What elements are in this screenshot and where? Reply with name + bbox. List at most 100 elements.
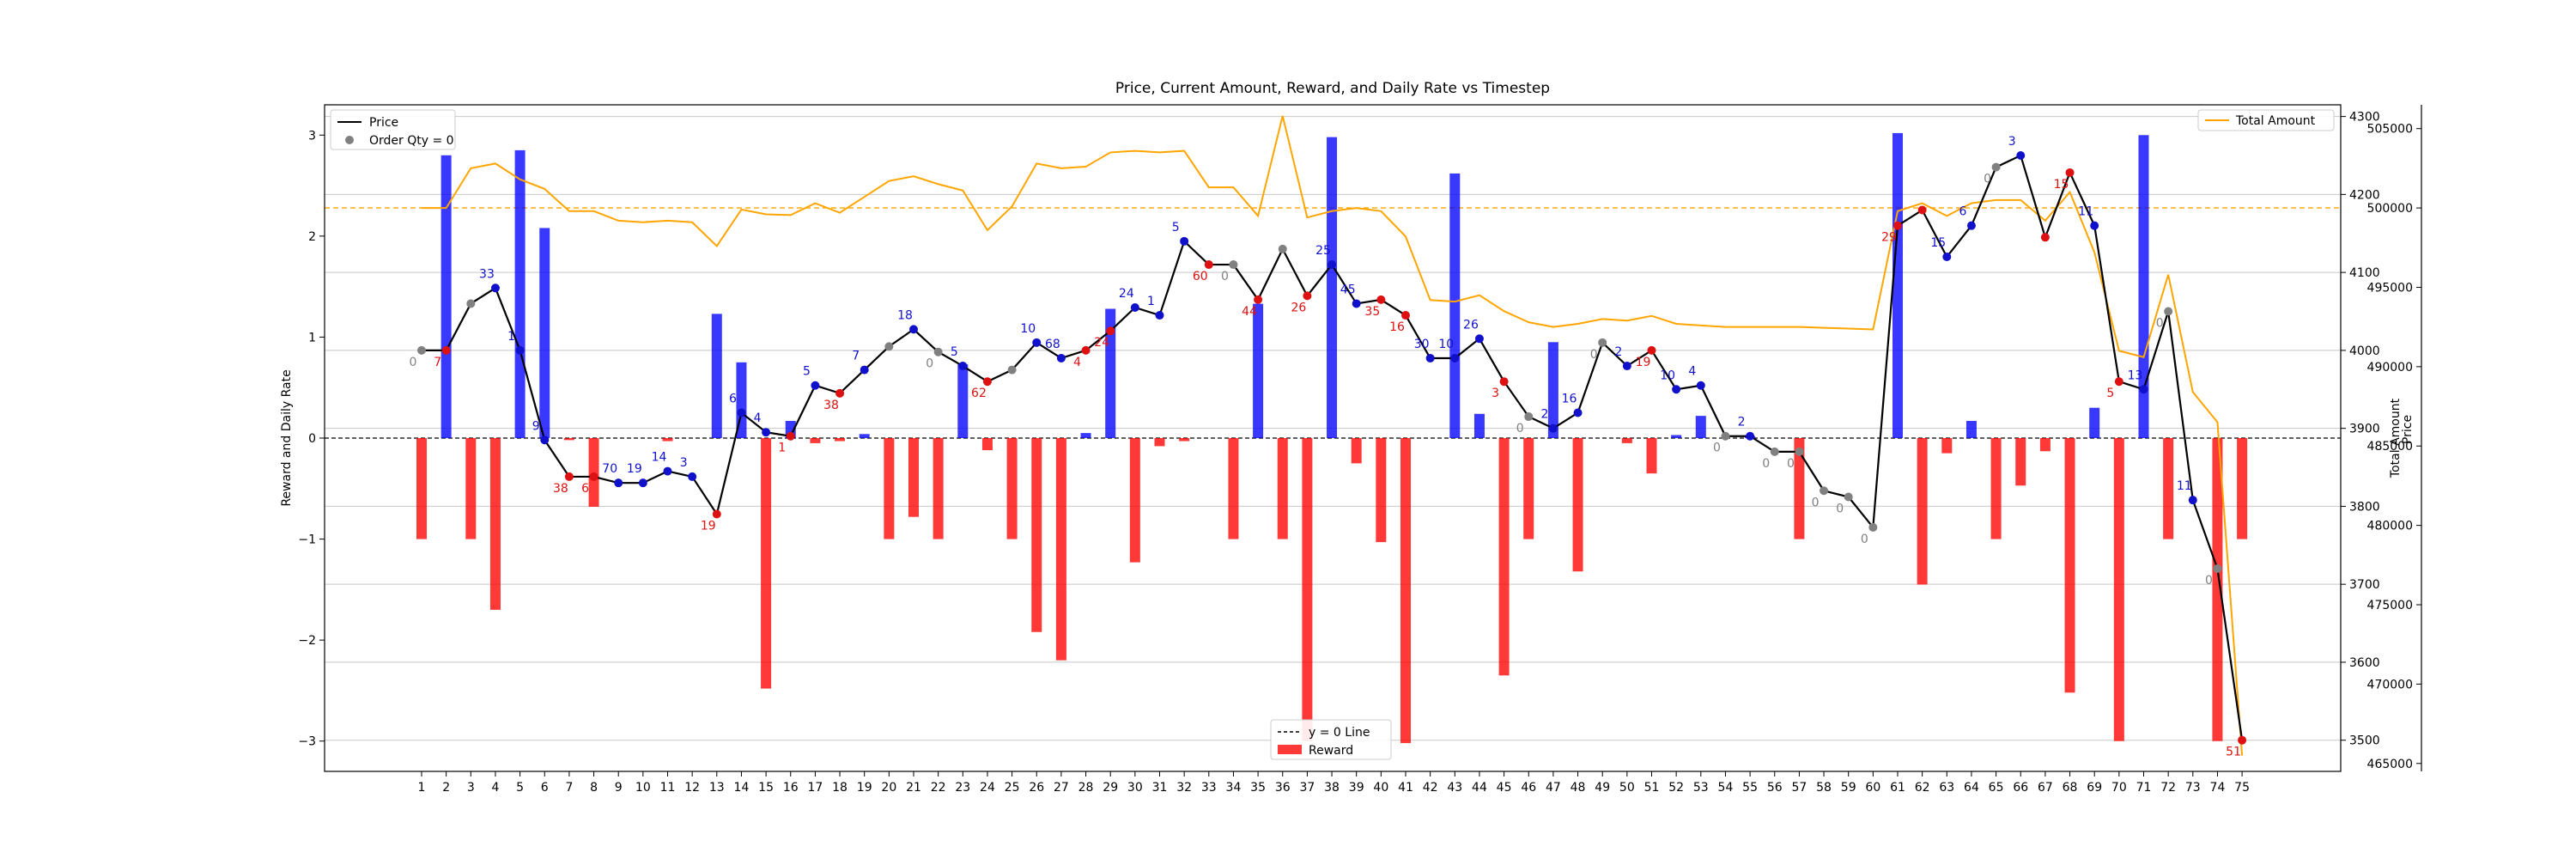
x-tick-label: 66	[2013, 781, 2028, 795]
line-series	[417, 115, 2247, 756]
x-tick-label: 19	[857, 781, 872, 795]
point-label: 0	[1516, 422, 1524, 436]
price-point	[1106, 326, 1115, 336]
reward-bar	[908, 438, 919, 517]
x-tick-label: 20	[881, 781, 896, 795]
price-point	[1746, 431, 1755, 441]
price-point	[1425, 353, 1435, 362]
x-tick-label: 53	[1693, 781, 1709, 795]
x-tick-label: 22	[931, 781, 946, 795]
price-point	[1844, 492, 1853, 502]
y-amount-tick-label: 490000	[2367, 361, 2413, 375]
point-label: 6	[729, 393, 737, 406]
point-label: 33	[479, 267, 495, 281]
x-tick-label: 15	[758, 781, 774, 795]
y-price-tick-label: 4100	[2349, 266, 2380, 280]
x-tick-label: 67	[2038, 781, 2053, 795]
price-point	[540, 436, 550, 445]
reward-bar	[1917, 438, 1928, 585]
reward-bar	[1572, 438, 1583, 572]
price-point	[835, 388, 845, 398]
y-amount-tick-label: 485000	[2367, 440, 2413, 454]
point-label: 0	[1713, 442, 1721, 455]
point-label: 1	[1147, 295, 1155, 308]
daily-rate-bar	[859, 434, 870, 438]
price-point	[564, 472, 574, 481]
x-tick-label: 49	[1595, 781, 1610, 795]
x-tick-label: 23	[955, 781, 970, 795]
point-label: 16	[1562, 393, 1577, 406]
y-price-tick-label: 3900	[2349, 423, 2380, 436]
point-label: 5	[803, 365, 811, 379]
point-label: 0	[1221, 270, 1229, 283]
point-label: 24	[1119, 287, 1134, 301]
x-tick-label: 32	[1176, 781, 1192, 795]
point-label: 62	[971, 387, 987, 400]
x-tick-label: 35	[1250, 781, 1266, 795]
x-tick-label: 48	[1571, 781, 1586, 795]
legend-reward-swatch	[1278, 745, 1302, 754]
price-point	[884, 342, 894, 351]
x-tick-label: 50	[1619, 781, 1635, 795]
point-label: 68	[1045, 338, 1060, 351]
price-point	[1917, 205, 1927, 215]
point-label: 26	[1291, 301, 1306, 314]
price-point	[860, 365, 869, 375]
point-label: 11	[2078, 205, 2093, 219]
price-point	[1820, 486, 1829, 496]
point-label: 0	[2205, 574, 2213, 588]
price-point	[1548, 423, 1558, 433]
x-tick-label: 2	[442, 781, 450, 795]
point-label: 0	[410, 356, 417, 369]
reward-bar	[810, 438, 821, 443]
reward-bar	[563, 438, 574, 441]
x-tick-label: 6	[541, 781, 549, 795]
x-tick-label: 70	[2111, 781, 2127, 795]
y-left-tick-label: 0	[308, 432, 316, 446]
x-tick-label: 41	[1398, 781, 1413, 795]
reward-bar	[1351, 438, 1362, 464]
price-point	[589, 472, 598, 481]
reward-bar	[2163, 438, 2174, 539]
y-left-tick-label: 2	[308, 230, 316, 244]
price-point	[2188, 496, 2197, 505]
y-price-tick-label: 3600	[2349, 656, 2380, 670]
price-point	[762, 428, 771, 437]
price-point	[1303, 291, 1312, 301]
daily-rate-bar	[1080, 433, 1091, 438]
x-tick-label: 9	[615, 781, 623, 795]
price-point	[909, 325, 918, 334]
x-tick-label: 18	[832, 781, 848, 795]
point-label: 45	[1340, 283, 1356, 296]
point-label: 18	[897, 308, 913, 322]
point-label: 11	[2177, 479, 2192, 493]
point-label: 29	[1881, 231, 1897, 245]
reward-bar	[416, 438, 427, 539]
price-point	[1647, 345, 1656, 355]
y-amount-tick-label: 475000	[2367, 599, 2413, 612]
x-tick-label: 58	[1816, 781, 1832, 795]
price-point	[712, 509, 721, 519]
x-tick-label: 4	[491, 781, 499, 795]
point-label: 10	[1020, 322, 1036, 336]
point-label: 35	[1364, 305, 1380, 319]
y-amount-tick-label: 465000	[2367, 758, 2413, 771]
x-tick-label: 61	[1890, 781, 1905, 795]
x-tick-label: 44	[1472, 781, 1487, 795]
reward-bar	[1523, 438, 1534, 539]
y-axis-amount-label: Total Amount	[2389, 398, 2403, 478]
y-amount-tick-label: 500000	[2367, 202, 2413, 216]
price-point	[1081, 345, 1091, 355]
price-point	[933, 347, 943, 356]
point-label: 19	[1636, 356, 1651, 369]
reward-bar	[1031, 438, 1042, 632]
price-point	[1155, 311, 1164, 320]
point-label: 0	[2156, 317, 2164, 331]
price-point	[2139, 385, 2148, 394]
x-tick-label: 40	[1373, 781, 1388, 795]
reward-bar	[1006, 438, 1018, 539]
point-label: 15	[1930, 236, 1946, 250]
legends: Price Order Qty = 0 Total Amount y = 0 Line…	[330, 109, 2335, 760]
reward-bar	[2212, 438, 2223, 741]
price-point	[1229, 260, 1238, 270]
